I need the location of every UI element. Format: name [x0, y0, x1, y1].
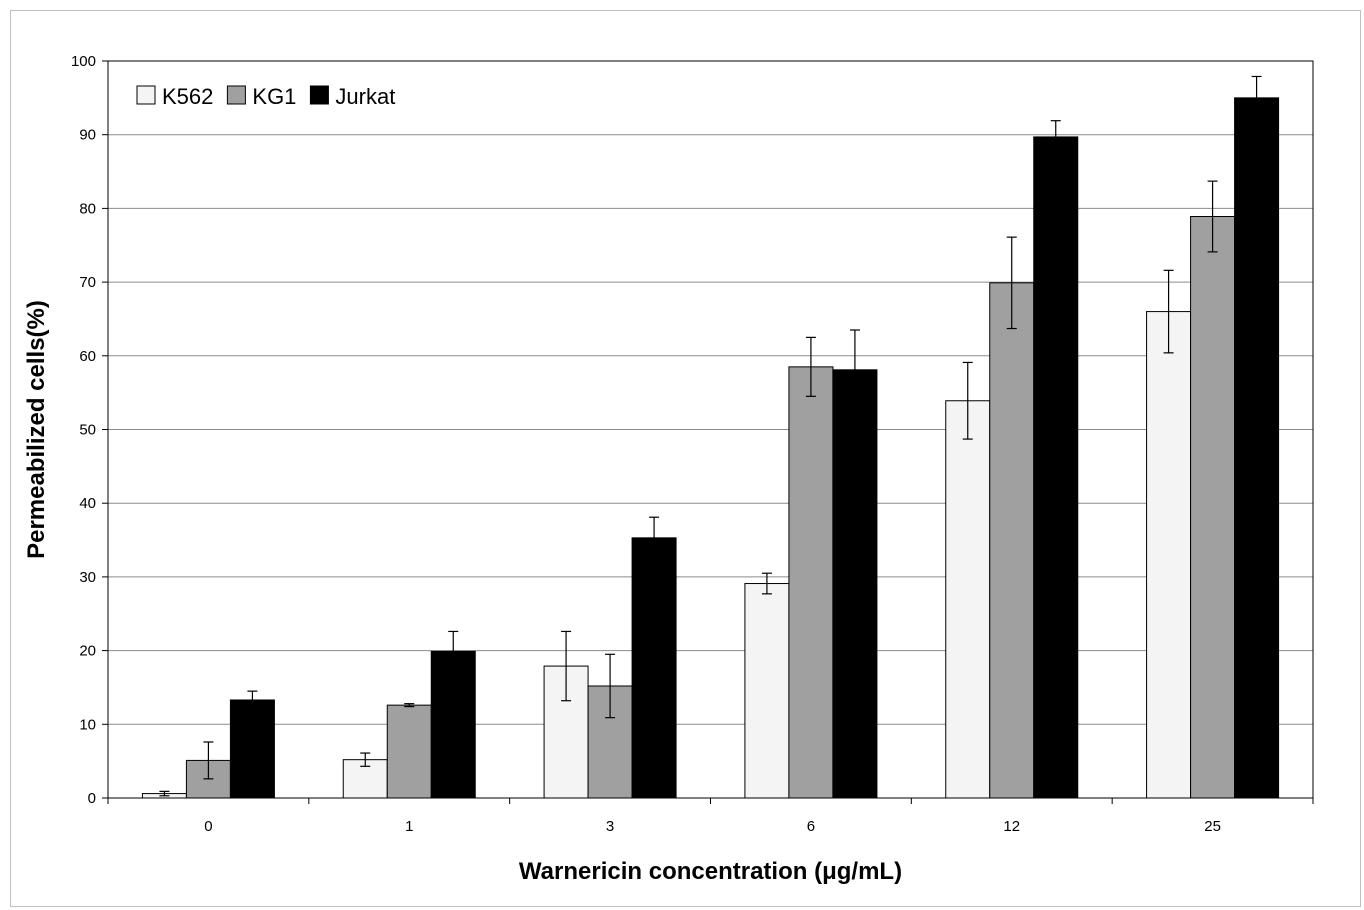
error-bar-k562-0	[159, 790, 170, 797]
bar-k562-25	[1146, 311, 1192, 799]
y-tick-label: 30	[79, 569, 96, 586]
error-bar-jurkat-3	[649, 516, 660, 560]
error-bar-jurkat-1	[448, 630, 459, 672]
y-axis-title: Permeabilized cells(%)	[23, 300, 50, 559]
x-tick-label: 25	[1204, 818, 1221, 835]
x-tick-label: 1	[405, 818, 413, 835]
legend-label: Jurkat	[335, 84, 395, 109]
bar-jurkat-6	[832, 369, 878, 799]
legend-item-kg1: KG1	[226, 84, 296, 109]
error-bar-kg1-3	[605, 653, 616, 719]
legend-item-k562: K562	[136, 84, 213, 109]
error-bar-k562-12	[962, 361, 973, 440]
x-tick-label: 0	[204, 818, 212, 835]
legend-swatch	[226, 85, 246, 105]
y-tick-label: 10	[79, 716, 96, 733]
legend-label: K562	[162, 84, 213, 109]
y-tick-label: 40	[79, 495, 96, 512]
y-tick-label: 100	[71, 53, 96, 70]
x-axis-ticks: 0 1 3 6 12 25	[107, 798, 1314, 835]
bar-jurkat-12	[1033, 136, 1079, 799]
error-bars-layer	[159, 75, 1262, 797]
bar-kg1-6	[788, 366, 834, 799]
error-bar-jurkat-6	[849, 329, 860, 411]
error-bar-kg1-6	[805, 336, 816, 397]
bars-layer	[141, 97, 1280, 799]
error-bar-jurkat-0	[247, 690, 258, 710]
error-bar-kg1-25	[1207, 180, 1218, 253]
bar-jurkat-0	[229, 699, 275, 799]
bar-jurkat-3	[631, 537, 677, 799]
bar-kg1-12	[989, 282, 1035, 799]
y-tick-label: 80	[79, 200, 96, 217]
x-tick-label: 6	[807, 818, 815, 835]
y-tick-label: 60	[79, 348, 96, 365]
gridlines	[108, 134, 1313, 725]
error-bar-k562-25	[1163, 269, 1174, 354]
legend-swatch	[309, 85, 329, 105]
bar-kg1-25	[1190, 216, 1236, 799]
legend: K562 KG1 Jurkat	[136, 84, 395, 109]
error-bar-kg1-0	[203, 741, 214, 780]
error-bar-kg1-12	[1006, 236, 1017, 330]
error-bar-k562-3	[561, 630, 572, 702]
error-bar-kg1-1	[404, 703, 415, 708]
legend-swatch	[136, 85, 156, 105]
x-tick-label: 12	[1003, 818, 1020, 835]
error-bar-k562-1	[360, 752, 371, 767]
bar-k562-12	[945, 400, 991, 799]
y-tick-label: 90	[79, 127, 96, 144]
legend-label: KG1	[252, 84, 296, 109]
error-bar-k562-6	[761, 572, 772, 595]
y-tick-label: 70	[79, 274, 96, 291]
bar-kg1-1	[386, 704, 432, 799]
legend-item-jurkat: Jurkat	[309, 84, 395, 109]
y-tick-label: 20	[79, 643, 96, 660]
error-bar-jurkat-12	[1050, 120, 1061, 154]
x-axis-title: Warnericin concentration (μg/mL)	[519, 858, 902, 885]
y-tick-label: 50	[79, 422, 96, 439]
bar-jurkat-1	[430, 650, 476, 799]
bar-k562-6	[744, 583, 790, 799]
y-axis-ticks: 0 10 20 30 40 50 60 70 80 90 100	[71, 53, 108, 807]
error-bar-jurkat-25	[1251, 75, 1262, 120]
x-tick-label: 3	[606, 818, 614, 835]
bar-jurkat-25	[1234, 97, 1280, 799]
y-tick-label: 0	[88, 790, 96, 807]
